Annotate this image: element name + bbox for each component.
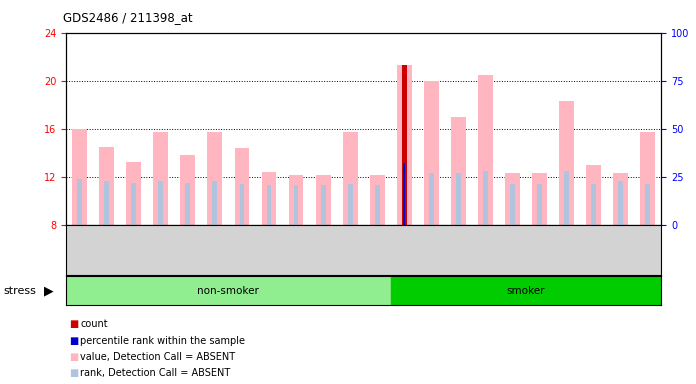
Bar <box>618 182 623 225</box>
Bar <box>424 81 438 225</box>
Bar <box>132 183 136 225</box>
Bar <box>456 173 461 225</box>
Bar <box>403 164 405 225</box>
Text: count: count <box>80 319 108 329</box>
Bar <box>72 129 87 225</box>
Bar <box>397 65 411 225</box>
Bar <box>370 175 385 225</box>
Text: ■: ■ <box>70 368 79 378</box>
Bar <box>262 172 276 225</box>
Bar <box>586 165 601 225</box>
Text: ■: ■ <box>70 319 79 329</box>
Bar <box>451 117 466 225</box>
Bar <box>640 132 655 225</box>
Text: GDS2486 / 211398_at: GDS2486 / 211398_at <box>63 11 192 24</box>
Bar <box>613 173 628 225</box>
Bar <box>429 173 434 225</box>
Bar <box>207 132 222 225</box>
Bar <box>126 162 141 225</box>
Text: stress: stress <box>3 286 36 296</box>
Bar <box>180 155 196 225</box>
Bar <box>390 276 661 305</box>
Bar <box>402 164 406 225</box>
Text: rank, Detection Call = ABSENT: rank, Detection Call = ABSENT <box>80 368 230 378</box>
Bar <box>294 185 299 225</box>
Bar <box>316 175 331 225</box>
Text: ■: ■ <box>70 336 79 346</box>
Text: non-smoker: non-smoker <box>198 286 260 296</box>
Bar <box>559 101 574 225</box>
Bar <box>532 173 547 225</box>
Text: percentile rank within the sample: percentile rank within the sample <box>80 336 245 346</box>
Bar <box>510 184 515 225</box>
Bar <box>374 185 379 225</box>
Bar <box>537 184 542 225</box>
Bar <box>153 132 168 225</box>
Bar <box>100 147 114 225</box>
Bar <box>267 185 271 225</box>
Bar <box>402 65 406 225</box>
Bar <box>483 170 488 225</box>
Bar <box>591 184 596 225</box>
Bar <box>77 179 82 225</box>
Text: value, Detection Call = ABSENT: value, Detection Call = ABSENT <box>80 352 235 362</box>
Bar <box>185 183 190 225</box>
Bar <box>239 184 244 225</box>
Text: smoker: smoker <box>507 286 545 296</box>
Text: ■: ■ <box>70 352 79 362</box>
Bar <box>645 184 650 225</box>
Bar <box>235 148 249 225</box>
Bar <box>478 74 493 225</box>
Bar <box>348 184 353 225</box>
Text: ▶: ▶ <box>44 284 54 297</box>
Bar <box>505 173 520 225</box>
Bar <box>104 182 109 225</box>
Bar <box>212 182 217 225</box>
Bar <box>564 170 569 225</box>
Bar <box>159 182 164 225</box>
Bar <box>342 132 358 225</box>
Bar <box>321 185 326 225</box>
Bar <box>66 276 390 305</box>
Bar <box>289 175 303 225</box>
